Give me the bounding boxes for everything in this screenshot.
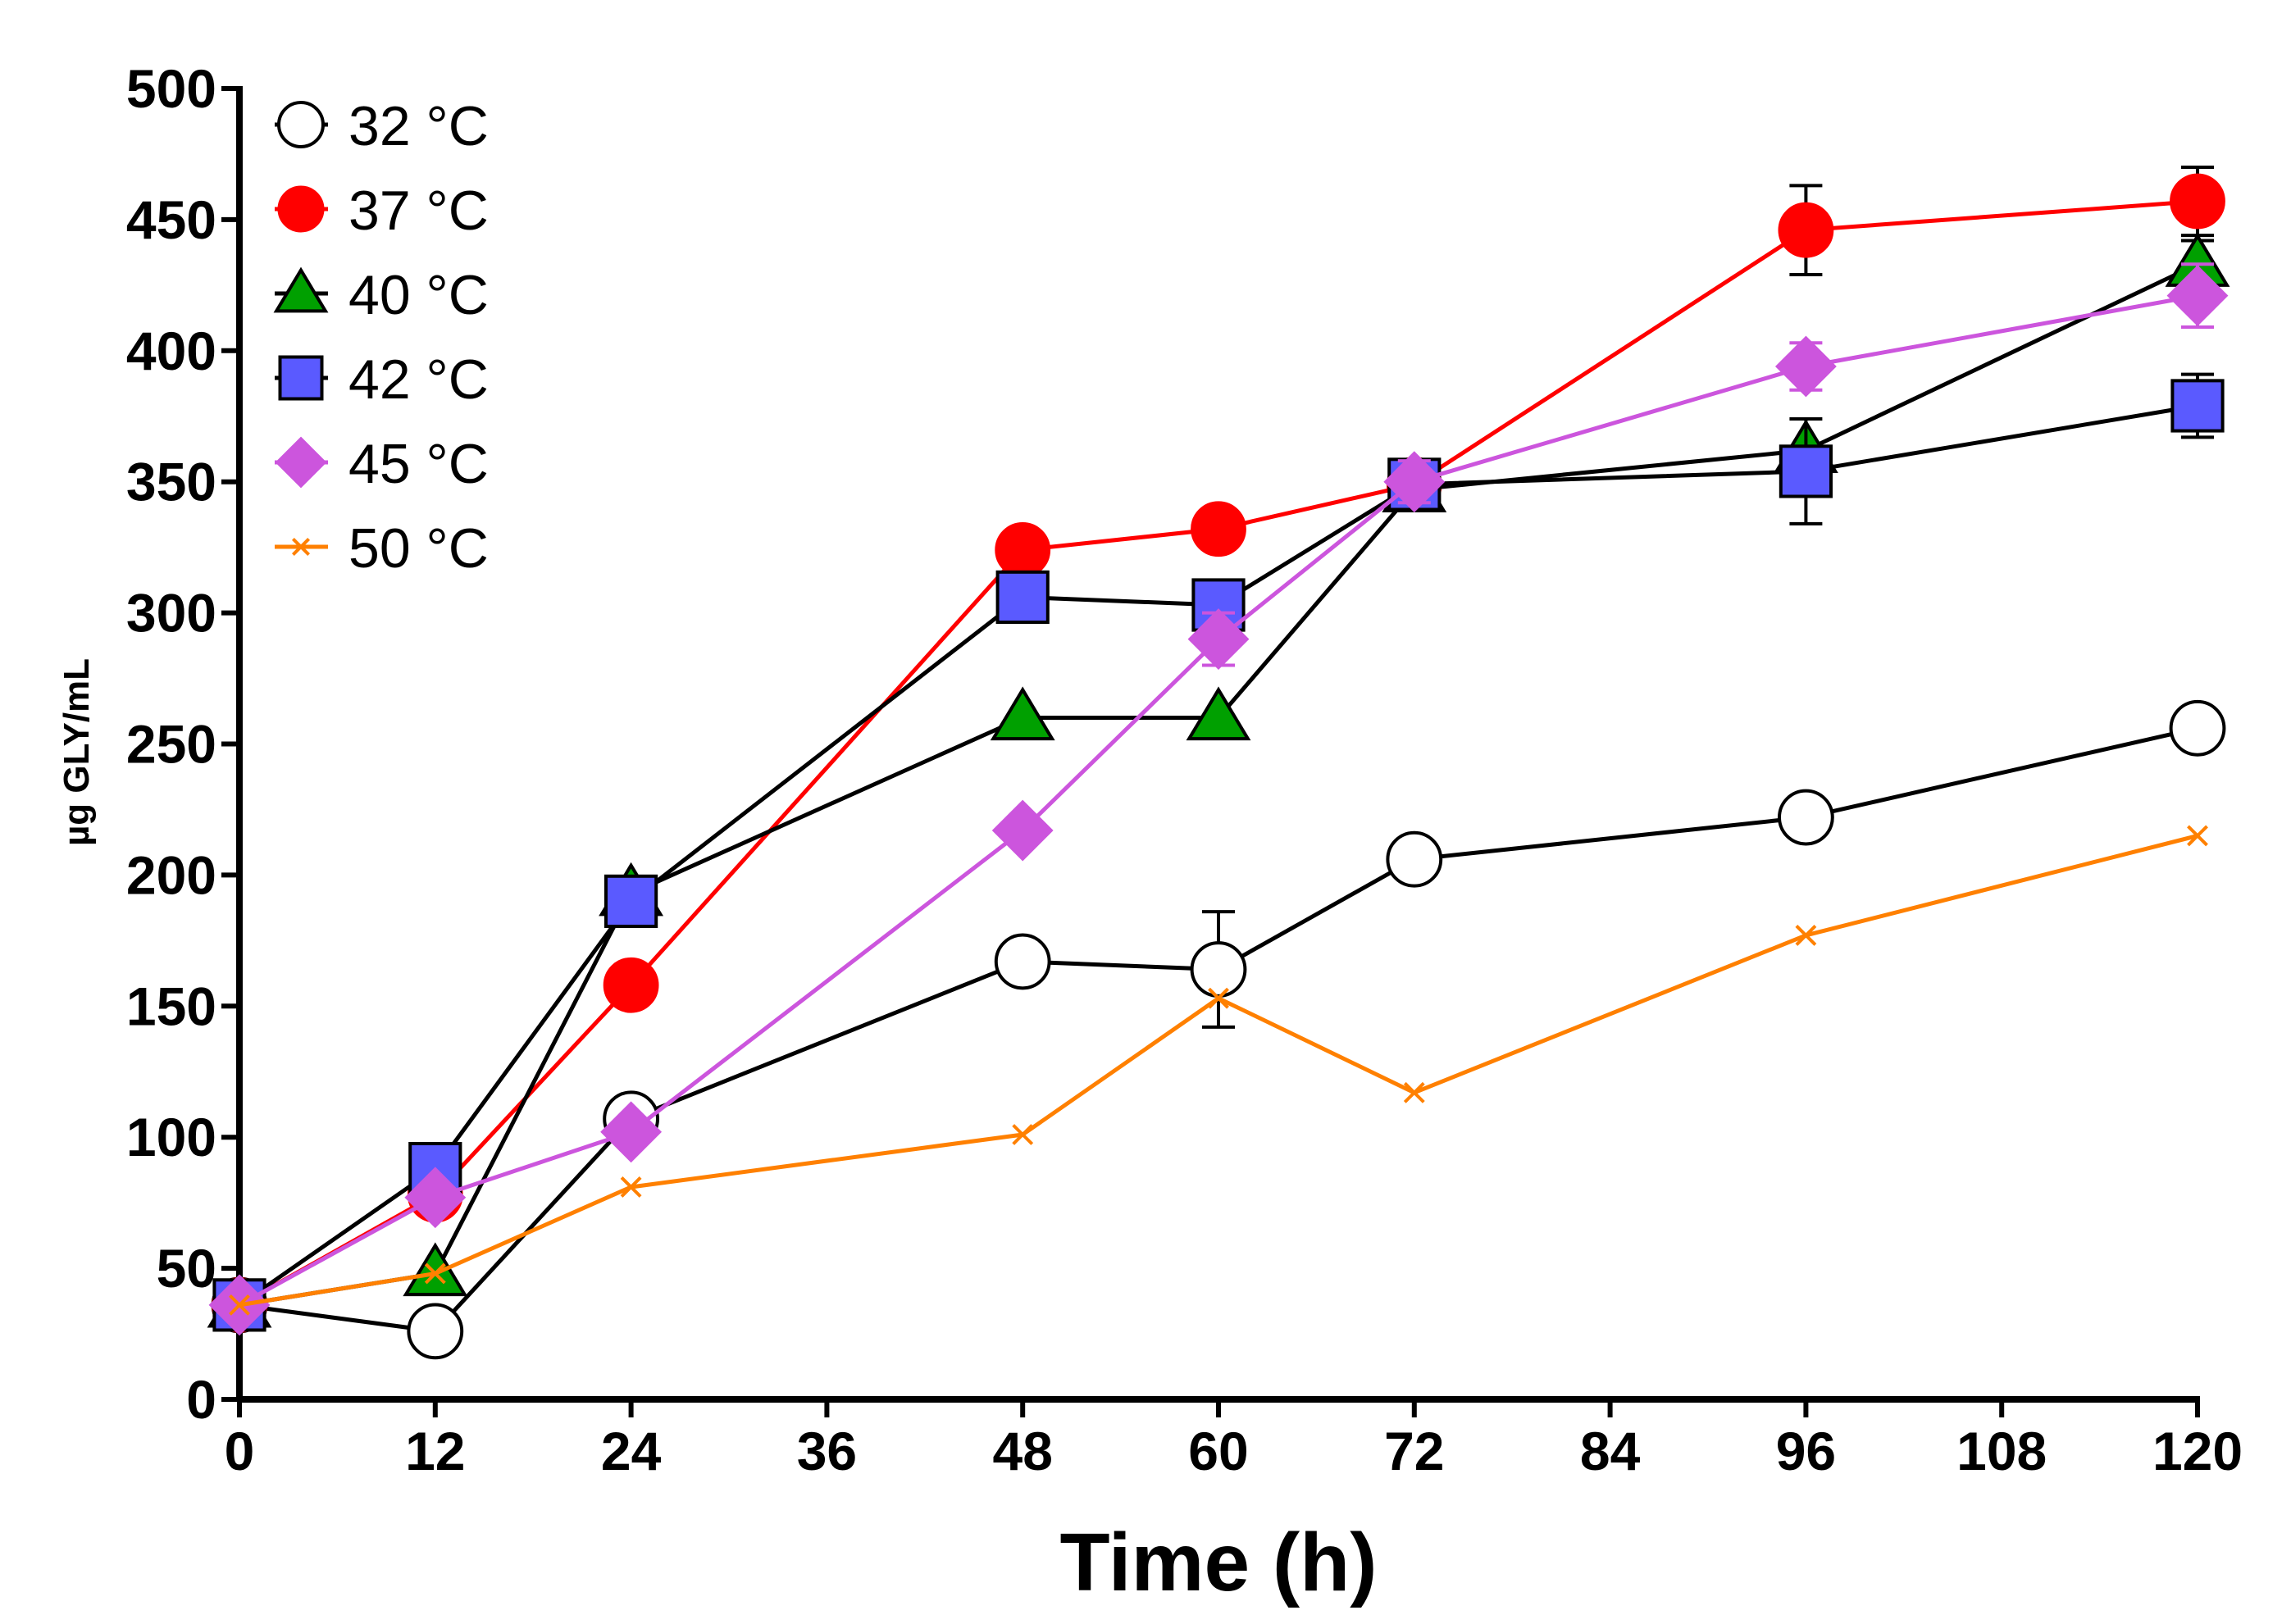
series-40-C: [207, 233, 2230, 1328]
legend-marker: [277, 185, 325, 233]
series-line: [239, 726, 2198, 1334]
data-point: [424, 1262, 446, 1285]
y-tick-label: 200: [126, 844, 216, 905]
legend-item: 37 °C: [275, 180, 489, 242]
x-tick-label: 96: [1776, 1421, 1836, 1481]
legend-item: 40 °C: [273, 264, 489, 326]
data-point: [604, 874, 658, 928]
series-line: [239, 834, 2198, 1308]
data-point: [229, 1294, 250, 1316]
y-tick-label: 150: [126, 976, 216, 1036]
legend-marker: [291, 537, 311, 557]
y-tick-label: 50: [157, 1238, 216, 1299]
data-point: [1774, 335, 1837, 398]
data-point: [991, 799, 1054, 862]
series-32-C: [211, 699, 2226, 1360]
data-point: [2187, 825, 2208, 847]
y-tick-label: 100: [126, 1107, 216, 1167]
legend-marker: [275, 436, 327, 489]
data-point: [1190, 941, 1247, 998]
data-point: [1778, 202, 1834, 258]
series-line: [238, 403, 2198, 1307]
data-point: [407, 1303, 464, 1360]
legend-item: 45 °C: [275, 433, 489, 495]
data-point: [1386, 830, 1443, 888]
legend-item: 50 °C: [275, 517, 489, 580]
y-tick-label: 300: [126, 583, 216, 644]
data-point: [995, 570, 1050, 625]
legend-label: 37 °C: [348, 180, 489, 242]
data-point: [403, 1242, 468, 1297]
x-tick-label: 12: [405, 1421, 465, 1481]
series-layer: [207, 165, 2230, 1360]
x-tick-label: 48: [992, 1421, 1052, 1481]
data-point: [600, 1101, 663, 1163]
y-axis-title: µg GLY/mL: [57, 658, 97, 846]
data-point: [1403, 1081, 1425, 1103]
x-tick-label: 120: [2152, 1421, 2243, 1481]
legend-marker: [278, 355, 324, 401]
data-point: [1383, 451, 1446, 513]
data-point: [603, 957, 659, 1013]
y-tick-label: 500: [126, 58, 216, 119]
x-axis-title: Time (h): [1059, 1517, 1377, 1608]
data-point: [1187, 608, 1250, 670]
data-point: [1186, 686, 1251, 741]
legend: 32 °C 37 °C 40 °C 42 °C 45 °C 50 °C: [273, 95, 489, 580]
series-45-C: [208, 262, 2229, 1336]
series-line: [239, 262, 2199, 1308]
y-tick-label: 350: [126, 452, 216, 512]
data-point: [1779, 444, 1833, 498]
y-tick-label: 250: [126, 714, 216, 775]
y-tick-label: 0: [186, 1369, 216, 1430]
data-point: [990, 686, 1055, 741]
x-tick-label: 24: [601, 1421, 662, 1481]
data-point: [995, 521, 1051, 578]
data-point: [620, 1176, 642, 1198]
x-tick-label: 108: [1956, 1421, 2047, 1481]
data-point: [2170, 173, 2225, 230]
data-point: [2166, 265, 2229, 327]
data-point: [994, 933, 1051, 990]
legend-item: 32 °C: [275, 95, 489, 157]
x-tick-label: 36: [797, 1421, 857, 1481]
x-tick-label: 60: [1188, 1421, 1248, 1481]
legend-marker: [277, 101, 325, 148]
x-tick-label: 0: [225, 1421, 255, 1481]
data-point: [1778, 789, 1834, 846]
x-tick-label: 72: [1384, 1421, 1444, 1481]
series-37-C: [212, 165, 2225, 1333]
series-line: [238, 199, 2198, 1308]
series-line: [238, 293, 2198, 1308]
axes-layer: 0 50 100 150 200 250 300 350 400 450 500 0 12 24 36 48 6…: [126, 58, 2243, 1481]
legend-label: 32 °C: [348, 95, 489, 157]
data-point: [1208, 987, 1229, 1009]
data-point: [404, 1167, 467, 1229]
data-point: [2169, 699, 2226, 757]
legend-label: 42 °C: [348, 348, 489, 411]
y-tick-label: 400: [126, 321, 216, 381]
series-50-C: [229, 825, 2208, 1316]
data-point: [1012, 1124, 1034, 1145]
x-tick-label: 84: [1580, 1421, 1641, 1481]
data-point: [1795, 925, 1817, 946]
legend-item: 42 °C: [275, 348, 489, 411]
legend-label: 50 °C: [348, 517, 489, 580]
y-tick-label: 450: [126, 189, 216, 250]
data-point: [2170, 379, 2225, 433]
legend-label: 40 °C: [348, 264, 489, 326]
legend-marker: [273, 266, 329, 313]
legend-label: 45 °C: [348, 433, 489, 495]
data-point: [1191, 501, 1246, 557]
